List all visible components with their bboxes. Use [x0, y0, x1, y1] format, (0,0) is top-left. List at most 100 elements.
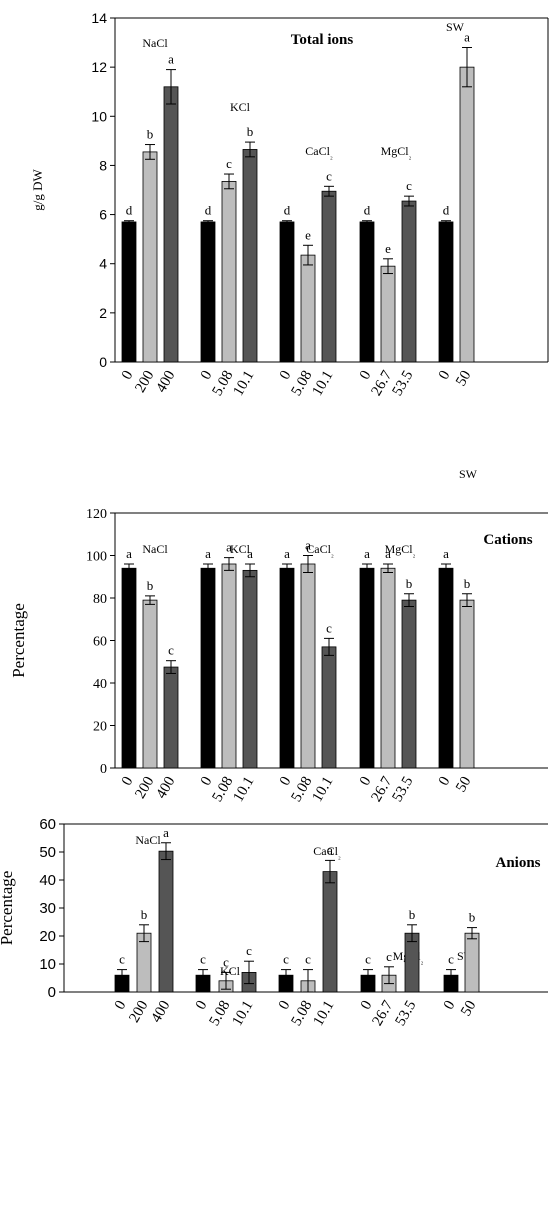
significance-letter: c [326, 620, 332, 635]
x-tick-label: 400 [153, 774, 178, 801]
x-tick-label: 10.1 [230, 368, 257, 399]
significance-letter: a [364, 546, 370, 561]
group-label: KCl [220, 964, 241, 978]
group-label: NaCl [142, 542, 168, 556]
significance-letter: e [305, 227, 311, 242]
bar [142, 151, 158, 363]
y-tick-label: 4 [99, 256, 107, 272]
chart-panel-3: 0 10 20 30 40 50 60 Percentage Anions NaCl c 0 b 200 a… [0, 816, 548, 1029]
bar [380, 567, 396, 769]
bar [121, 567, 137, 769]
x-tick-label: 10.1 [229, 998, 256, 1029]
bar [121, 221, 137, 363]
x-tick-label: 5.08 [206, 998, 233, 1029]
bar [300, 563, 316, 769]
x-tick-label: 0 [277, 774, 295, 788]
significance-letter: a [385, 546, 391, 561]
significance-letter: b [464, 576, 471, 591]
y-tick-label: 0 [99, 354, 107, 370]
y-axis-label: g/g DW [30, 169, 45, 211]
y-tick-label: 20 [93, 720, 107, 735]
significance-letter: b [247, 124, 254, 139]
x-tick-label: 0 [276, 998, 294, 1012]
significance-letter: c [200, 952, 206, 967]
bar [321, 646, 337, 769]
group-label: NaCl [142, 36, 168, 50]
significance-letter: a [247, 546, 253, 561]
x-tick-label: 10.1 [309, 368, 336, 399]
chart-title: Total ions [291, 32, 354, 48]
significance-letter: d [443, 203, 450, 218]
bar [464, 932, 480, 993]
x-tick-label: 400 [153, 368, 178, 395]
significance-letter: c [365, 952, 371, 967]
x-tick-label: 0 [119, 368, 137, 382]
x-tick-label: 53.5 [389, 774, 416, 805]
significance-letter: b [141, 907, 148, 922]
bar [158, 850, 174, 993]
bar [279, 221, 295, 363]
x-tick-label: 200 [132, 368, 157, 395]
significance-letter: a [327, 842, 333, 857]
significance-letter: a [443, 546, 449, 561]
x-tick-label: 200 [126, 998, 151, 1025]
y-tick-label: 40 [93, 677, 107, 692]
significance-letter: b [406, 576, 413, 591]
x-tick-label: 0 [198, 774, 216, 788]
significance-letter: d [205, 203, 212, 218]
bar [142, 599, 158, 769]
significance-letter: c [223, 954, 229, 969]
x-tick-label: 0 [193, 998, 211, 1012]
y-tick-label: 6 [99, 207, 107, 223]
group-label: NaCl [135, 833, 161, 847]
y-tick-label: 12 [91, 59, 107, 75]
y-tick-label: 0 [48, 984, 56, 1001]
bar [242, 149, 258, 363]
y-tick-label: 50 [39, 844, 56, 861]
group-label: MgCl₂ [381, 144, 412, 160]
bar [438, 567, 454, 769]
bar [359, 221, 375, 363]
x-tick-label: 0 [436, 774, 454, 788]
significance-letter: a [205, 546, 211, 561]
chart-panel-2: 020406080100120PercentageCationsNaCla0b2… [9, 467, 548, 805]
x-tick-label: 53.5 [389, 368, 416, 399]
x-tick-label: 5.08 [288, 368, 315, 399]
x-tick-label: 26.7 [368, 774, 395, 805]
bar [279, 567, 295, 769]
bar [459, 66, 475, 363]
bar [200, 567, 216, 769]
x-tick-label: 10.1 [309, 774, 336, 805]
y-tick-label: 60 [93, 635, 107, 650]
significance-letter: c [119, 952, 125, 967]
y-tick-label: 2 [99, 305, 107, 321]
significance-letter: c [283, 952, 289, 967]
significance-letter: c [168, 643, 174, 658]
group-label: MgCl₂ [385, 542, 416, 558]
y-tick-label: 100 [86, 550, 107, 565]
bar [242, 569, 258, 769]
bar [438, 221, 454, 363]
y-tick-label: 10 [39, 956, 56, 973]
x-tick-label: 10.1 [230, 774, 257, 805]
group-label: KCl [230, 100, 251, 114]
chart-title: Anions [495, 855, 540, 871]
bar [380, 265, 396, 363]
x-tick-label: 50 [453, 774, 474, 795]
x-tick-label: 0 [358, 998, 376, 1012]
bar [359, 567, 375, 769]
group-label: CaCl₂ [306, 542, 334, 558]
significance-letter: c [448, 952, 454, 967]
significance-letter: d [364, 203, 371, 218]
bar [163, 666, 179, 769]
bar [459, 599, 475, 769]
significance-letter: a [168, 52, 174, 67]
significance-letter: b [469, 910, 476, 925]
bar [401, 599, 417, 769]
significance-letter: b [409, 907, 416, 922]
group-label: SW [446, 20, 465, 34]
x-tick-label: 0 [436, 368, 454, 382]
significance-letter: d [126, 203, 133, 218]
bar [322, 871, 338, 993]
